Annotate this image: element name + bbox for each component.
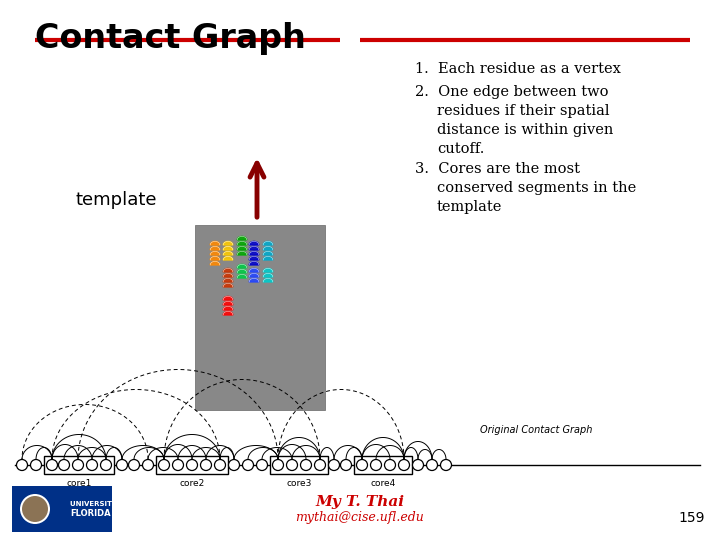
Polygon shape bbox=[249, 246, 258, 250]
Polygon shape bbox=[264, 273, 273, 277]
Circle shape bbox=[228, 460, 240, 470]
Polygon shape bbox=[237, 265, 247, 268]
Circle shape bbox=[58, 460, 70, 470]
Polygon shape bbox=[249, 256, 258, 260]
Bar bbox=[12, 486, 112, 532]
Polygon shape bbox=[264, 279, 273, 282]
Circle shape bbox=[398, 460, 410, 470]
Text: template: template bbox=[75, 191, 156, 209]
Circle shape bbox=[143, 460, 153, 470]
Polygon shape bbox=[223, 252, 233, 255]
Circle shape bbox=[426, 460, 438, 470]
Polygon shape bbox=[237, 252, 247, 255]
Circle shape bbox=[73, 460, 84, 470]
Circle shape bbox=[441, 460, 451, 470]
Circle shape bbox=[30, 460, 42, 470]
Bar bbox=[354, 456, 412, 474]
Text: FLORIDA: FLORIDA bbox=[70, 510, 111, 518]
Circle shape bbox=[328, 460, 340, 470]
Circle shape bbox=[413, 460, 423, 470]
Circle shape bbox=[47, 460, 58, 470]
Text: residues if their spatial: residues if their spatial bbox=[437, 104, 610, 118]
Circle shape bbox=[215, 460, 225, 470]
Text: 2.  One edge between two: 2. One edge between two bbox=[415, 85, 608, 99]
Polygon shape bbox=[223, 284, 233, 287]
Circle shape bbox=[101, 460, 112, 470]
Circle shape bbox=[158, 460, 169, 470]
Polygon shape bbox=[223, 279, 233, 282]
Text: UNIVERSITY OF: UNIVERSITY OF bbox=[70, 501, 130, 507]
Circle shape bbox=[20, 494, 50, 524]
Circle shape bbox=[22, 496, 48, 522]
Text: Original Contact Graph: Original Contact Graph bbox=[480, 425, 593, 435]
Polygon shape bbox=[223, 256, 233, 260]
Circle shape bbox=[243, 460, 253, 470]
Polygon shape bbox=[249, 273, 258, 277]
Circle shape bbox=[128, 460, 140, 470]
Text: core4: core4 bbox=[370, 479, 395, 488]
Polygon shape bbox=[237, 246, 247, 250]
Polygon shape bbox=[223, 306, 233, 310]
Circle shape bbox=[17, 460, 27, 470]
Polygon shape bbox=[249, 252, 258, 255]
Bar bbox=[44, 456, 114, 474]
Polygon shape bbox=[210, 256, 220, 260]
Polygon shape bbox=[223, 268, 233, 272]
Circle shape bbox=[384, 460, 395, 470]
Circle shape bbox=[86, 460, 97, 470]
Circle shape bbox=[287, 460, 297, 470]
Circle shape bbox=[200, 460, 212, 470]
Polygon shape bbox=[223, 273, 233, 277]
Polygon shape bbox=[223, 312, 233, 315]
Polygon shape bbox=[237, 237, 247, 240]
Polygon shape bbox=[249, 268, 258, 272]
Circle shape bbox=[117, 460, 127, 470]
Polygon shape bbox=[264, 268, 273, 272]
Polygon shape bbox=[264, 252, 273, 255]
Circle shape bbox=[173, 460, 184, 470]
Circle shape bbox=[356, 460, 367, 470]
Polygon shape bbox=[237, 241, 247, 245]
Circle shape bbox=[371, 460, 382, 470]
Circle shape bbox=[341, 460, 351, 470]
Polygon shape bbox=[210, 252, 220, 255]
Circle shape bbox=[272, 460, 284, 470]
Text: distance is within given: distance is within given bbox=[437, 123, 613, 137]
Polygon shape bbox=[210, 241, 220, 245]
Circle shape bbox=[315, 460, 325, 470]
Text: 3.  Cores are the most: 3. Cores are the most bbox=[415, 162, 580, 176]
Polygon shape bbox=[237, 269, 247, 273]
Text: 1.  Each residue as a vertex: 1. Each residue as a vertex bbox=[415, 62, 621, 76]
Polygon shape bbox=[237, 274, 247, 278]
Text: cutoff.: cutoff. bbox=[437, 142, 485, 156]
Circle shape bbox=[300, 460, 312, 470]
Polygon shape bbox=[210, 261, 220, 265]
Text: 159: 159 bbox=[678, 511, 705, 525]
Text: conserved segments in the: conserved segments in the bbox=[437, 181, 636, 195]
Polygon shape bbox=[264, 246, 273, 250]
Text: core1: core1 bbox=[66, 479, 91, 488]
Polygon shape bbox=[249, 241, 258, 245]
Bar bbox=[195, 225, 325, 410]
Bar bbox=[156, 456, 228, 474]
Circle shape bbox=[256, 460, 268, 470]
Polygon shape bbox=[249, 279, 258, 282]
Polygon shape bbox=[249, 261, 258, 265]
Text: template: template bbox=[437, 200, 503, 214]
Polygon shape bbox=[223, 246, 233, 250]
Text: mythai@cise.ufl.edu: mythai@cise.ufl.edu bbox=[296, 511, 424, 524]
Polygon shape bbox=[223, 296, 233, 300]
Circle shape bbox=[186, 460, 197, 470]
Text: core3: core3 bbox=[287, 479, 312, 488]
Polygon shape bbox=[210, 246, 220, 250]
Text: core2: core2 bbox=[179, 479, 204, 488]
Polygon shape bbox=[264, 256, 273, 260]
Text: Contact Graph: Contact Graph bbox=[35, 22, 306, 55]
Polygon shape bbox=[223, 241, 233, 245]
Polygon shape bbox=[223, 301, 233, 305]
Bar bbox=[270, 456, 328, 474]
Polygon shape bbox=[264, 241, 273, 245]
Text: My T. Thai: My T. Thai bbox=[315, 495, 405, 509]
